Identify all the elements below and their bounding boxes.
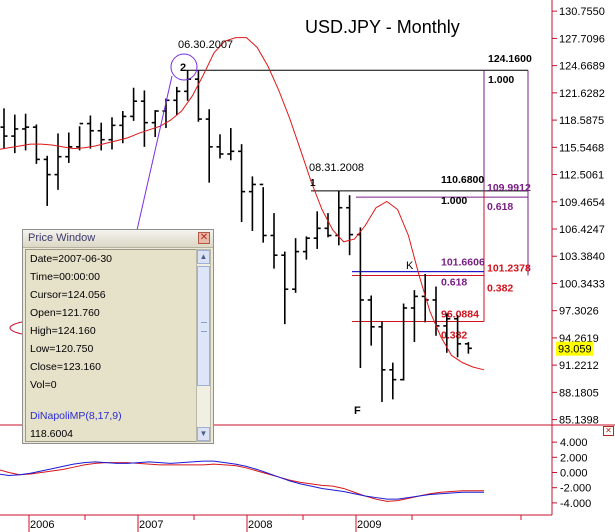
osc-y-tick-label: 2.000 (560, 452, 588, 464)
osc-y-tick-label: 0.000 (560, 468, 588, 480)
level-label: 0.618 (487, 201, 513, 213)
y-tick-label: 112.5061 (559, 170, 604, 182)
price-window[interactable]: Price Window ✕ Date=2007-06-30 Time=00:0… (22, 229, 214, 444)
x-tick-label: 2008 (248, 519, 272, 531)
grip-icon (201, 322, 207, 332)
date-row: Date=2007-06-30 (30, 253, 113, 265)
level-label: 1.000 (441, 195, 467, 207)
pivot-number-label: 1 (310, 178, 316, 189)
x-tick-label: 2009 (357, 519, 381, 531)
scroll-down-icon[interactable]: ▼ (197, 427, 210, 441)
level-label: 96.0884 (441, 309, 479, 321)
y-tick-label: 118.5875 (559, 115, 604, 127)
vol-row: Vol=0 (30, 379, 57, 391)
price-window-title: Price Window (28, 232, 96, 244)
y-tick-label: 103.3840 (559, 251, 605, 263)
level-label: 124.1600 (488, 53, 532, 65)
k-label: K (406, 260, 414, 272)
pivot-circle (170, 53, 198, 81)
last-price-badge (556, 341, 593, 356)
price-window-titlebar[interactable]: Price Window ✕ (23, 230, 213, 248)
level-label: 0.618 (441, 277, 467, 289)
cursor-row: Cursor=124.056 (30, 289, 106, 301)
indicator-value: 118.6004 (30, 428, 74, 440)
y-tick-label: 115.5468 (559, 142, 604, 154)
last-price-label: 93.059 (558, 344, 592, 356)
y-tick-label: 106.4247 (559, 224, 605, 236)
x-tick-label: 2007 (139, 519, 163, 531)
pivot-date-label: 08.31.2008 (309, 162, 364, 174)
y-tick-label: 124.6689 (559, 61, 605, 73)
osc-y-tick-label: -2.000 (560, 483, 591, 495)
open-row: Open=121.760 (30, 307, 100, 319)
scroll-thumb[interactable] (197, 266, 210, 386)
moving-average-line (0, 37, 485, 371)
y-tick-label: 121.6282 (559, 88, 605, 100)
close-icon[interactable]: ✕ (198, 232, 210, 244)
level-label: 0.382 (441, 330, 467, 342)
f-label: F (354, 405, 361, 417)
x-tick-label: 2006 (30, 519, 54, 531)
time-row: Time=00:00:00 (30, 271, 100, 283)
oscillator-blue-line (0, 460, 484, 500)
scroll-up-icon[interactable]: ▲ (197, 250, 210, 264)
level-label: 110.6800 (441, 174, 484, 186)
low-row: Low=120.750 (30, 343, 94, 355)
close-row: Close=123.160 (30, 361, 101, 373)
high-row: High=124.160 (30, 325, 96, 337)
price-window-content: Date=2007-06-30 Time=00:00:00 Cursor=124… (25, 249, 197, 442)
y-tick-label: 88.1805 (559, 387, 599, 399)
level-label: 101.2378 (487, 262, 531, 274)
pivot-date-label: 06.30.2007 (178, 39, 233, 51)
osc-y-tick-label: 4.000 (560, 437, 588, 449)
y-tick-label: 127.7096 (559, 33, 605, 45)
y-tick-label: 109.4654 (559, 197, 605, 209)
chart-title: USD.JPY - Monthly (305, 17, 460, 37)
y-tick-label: 85.1398 (559, 415, 599, 427)
price-window-scrollbar[interactable]: ▲ ▼ (196, 249, 211, 442)
y-tick-label: 100.3433 (559, 278, 605, 290)
close-oscillator-icon[interactable]: ✕ (603, 426, 614, 436)
pivot-number-label: 2 (180, 62, 186, 74)
oscillator-red-line (0, 462, 484, 502)
level-label: 109.9912 (487, 182, 531, 194)
level-label: 0.382 (487, 282, 513, 294)
level-label: 101.6606 (441, 257, 485, 269)
level-label: 1.000 (488, 74, 514, 86)
y-tick-label: 97.3026 (559, 306, 599, 318)
y-tick-label: 91.2212 (559, 360, 599, 372)
osc-y-tick-label: -4.000 (560, 498, 591, 510)
y-tick-label: 130.7550 (559, 6, 605, 18)
indicator-name: DiNapoliMP(8,17,9) (30, 410, 122, 422)
